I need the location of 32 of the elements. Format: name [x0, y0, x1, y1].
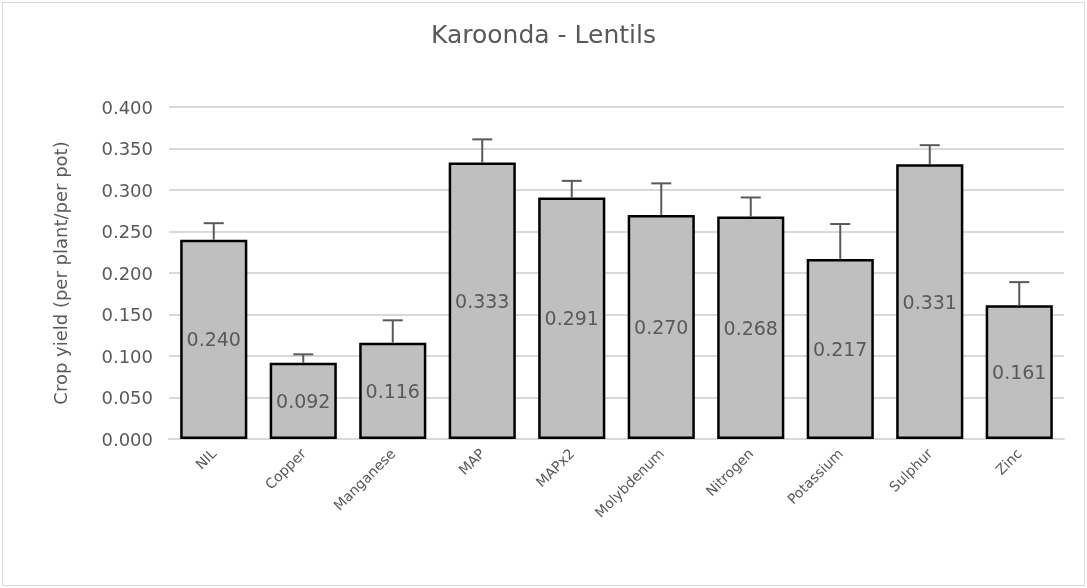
- bar: [717, 216, 785, 439]
- y-tick-label: 0.100: [101, 345, 153, 367]
- y-tick-label: 0.300: [101, 179, 153, 201]
- y-tick-label: 0.400: [101, 96, 153, 118]
- data-label: 0.291: [544, 307, 599, 330]
- y-tick-label: 0.250: [101, 221, 153, 242]
- chart-title: Karoonda - Lentils: [431, 20, 656, 49]
- data-label: 0.333: [455, 289, 510, 312]
- bar: [985, 305, 1053, 439]
- y-tick-label: 0.200: [101, 262, 153, 284]
- bar: [627, 214, 695, 439]
- data-label: 0.116: [365, 379, 420, 402]
- y-tick-label: 0.000: [101, 428, 153, 450]
- bar: [269, 362, 337, 439]
- x-tick-label: NIL: [192, 445, 220, 473]
- data-label: 0.092: [276, 389, 331, 412]
- y-axis-title: Crop yield (per plant/per pot): [49, 141, 71, 405]
- data-label: 0.331: [902, 290, 957, 313]
- bar: [538, 197, 606, 439]
- data-label: 0.161: [992, 361, 1047, 384]
- bar: [359, 342, 427, 439]
- data-label: 0.217: [813, 337, 868, 360]
- bar: [448, 162, 516, 439]
- data-label: 0.270: [634, 315, 689, 338]
- y-tick-label: 0.150: [101, 304, 153, 325]
- y-tick-label: 0.350: [101, 138, 153, 159]
- data-label: 0.240: [186, 328, 241, 351]
- bar: [806, 258, 874, 439]
- y-tick-label: 0.050: [101, 387, 153, 408]
- data-label: 0.268: [723, 316, 778, 339]
- bar: [896, 164, 964, 439]
- bar: [180, 239, 248, 439]
